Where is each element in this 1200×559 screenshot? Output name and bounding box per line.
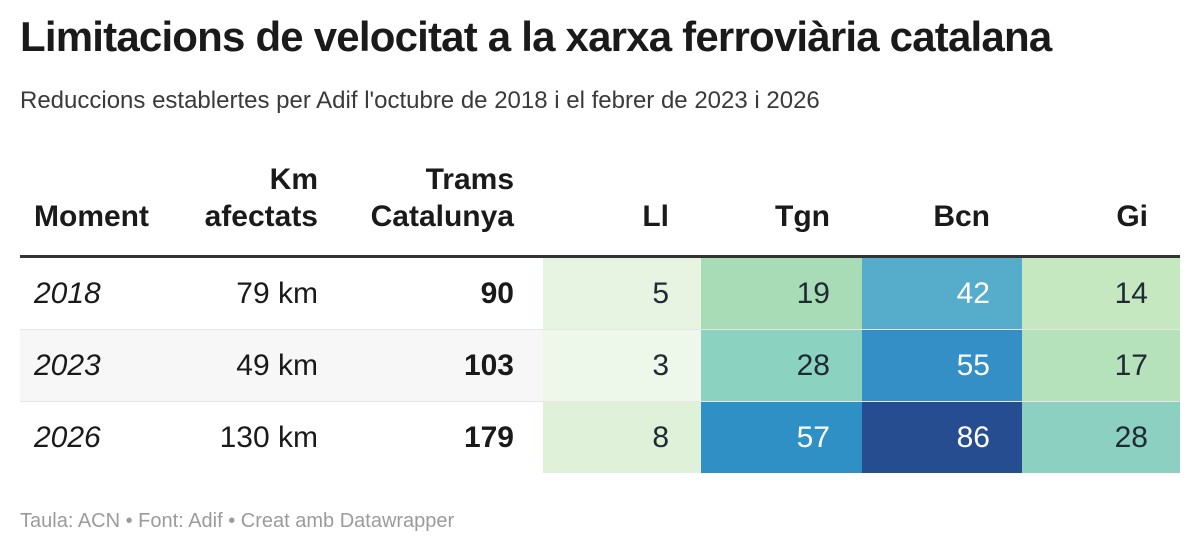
cell-km-afectats: 49 km bbox=[236, 348, 318, 382]
heatmap-cell-gi: 17 bbox=[1022, 330, 1180, 401]
heatmap-cell-tgn: 57 bbox=[701, 402, 862, 473]
heatmap-cell-gi: 28 bbox=[1022, 402, 1180, 473]
attribution-footer: Taula: ACN • Font: Adif • Creat amb Data… bbox=[20, 510, 455, 532]
column-header-gi: Gi bbox=[1116, 200, 1148, 233]
column-header-moment: Moment bbox=[34, 200, 149, 233]
cell-moment: 2023 bbox=[34, 348, 101, 382]
heatmap-cell-ll: 5 bbox=[543, 258, 701, 329]
speed-limits-table: Moment Km afectats Trams Catalunya Ll Tg… bbox=[20, 160, 1180, 473]
table-row-2018: 2018 79 km 90 5 19 42 14 bbox=[20, 258, 1180, 329]
column-header-ll: Ll bbox=[642, 200, 669, 233]
heatmap-cell-tgn: 19 bbox=[701, 258, 862, 329]
cell-km-afectats: 130 km bbox=[219, 420, 318, 454]
heatmap-cell-ll: 3 bbox=[543, 330, 701, 401]
table-row-2026: 2026 130 km 179 8 57 86 28 bbox=[20, 401, 1180, 473]
page-title: Limitacions de velocitat a la xarxa ferr… bbox=[20, 13, 1052, 60]
column-header-trams-catalunya: Trams Catalunya bbox=[370, 163, 514, 233]
column-header-bcn: Bcn bbox=[933, 200, 990, 233]
heatmap-cell-bcn: 55 bbox=[862, 330, 1022, 401]
cell-spacer bbox=[514, 258, 543, 329]
cell-trams-catalunya: 179 bbox=[463, 420, 514, 454]
cell-trams-catalunya: 103 bbox=[463, 348, 514, 382]
cell-km-afectats: 79 km bbox=[236, 276, 318, 310]
column-header-tgn: Tgn bbox=[775, 200, 830, 233]
heatmap-cell-gi: 14 bbox=[1022, 258, 1180, 329]
heatmap-cell-bcn: 86 bbox=[862, 402, 1022, 473]
page-subtitle: Reduccions establertes per Adif l'octubr… bbox=[20, 87, 820, 114]
cell-moment: 2018 bbox=[34, 276, 101, 310]
cell-trams-catalunya: 90 bbox=[480, 276, 514, 310]
header-spacer bbox=[514, 160, 543, 255]
table-header-row: Moment Km afectats Trams Catalunya Ll Tg… bbox=[20, 160, 1180, 258]
column-header-km-afectats: Km afectats bbox=[204, 163, 318, 233]
cell-spacer bbox=[514, 330, 543, 401]
cell-moment: 2026 bbox=[34, 420, 101, 454]
heatmap-cell-ll: 8 bbox=[543, 402, 701, 473]
heatmap-cell-bcn: 42 bbox=[862, 258, 1022, 329]
table-row-2023: 2023 49 km 103 3 28 55 17 bbox=[20, 329, 1180, 401]
heatmap-cell-tgn: 28 bbox=[701, 330, 862, 401]
cell-spacer bbox=[514, 402, 543, 473]
